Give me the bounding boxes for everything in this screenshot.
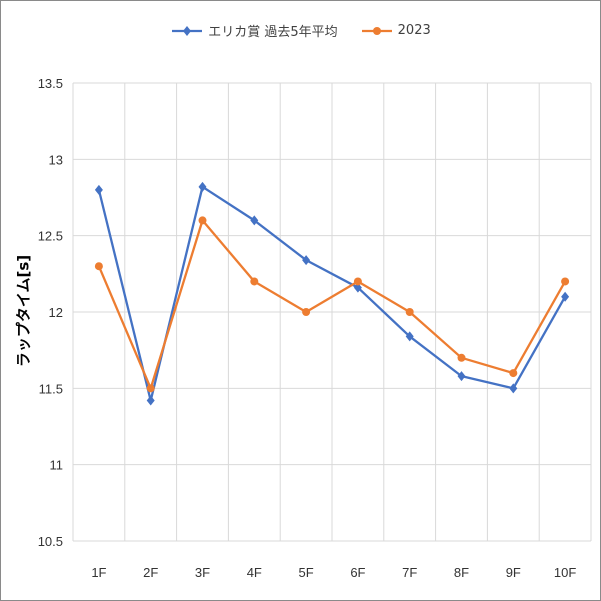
data-point-series-1	[250, 215, 259, 226]
data-point-series-1	[353, 282, 362, 293]
data-point-series-1	[405, 331, 414, 342]
y-tick-label: 11.5	[39, 381, 63, 396]
data-point-series-2	[353, 277, 362, 286]
y-tick-label: 13	[49, 152, 63, 167]
x-tick-label: 7F	[402, 565, 417, 580]
data-point-series-2	[198, 216, 207, 225]
x-tick-label: 6F	[350, 565, 365, 580]
legend-entry-series-1: エリカ賞 過去5年平均	[170, 21, 338, 40]
y-tick-label: 10.5	[38, 534, 63, 549]
data-point-series-1	[94, 184, 103, 195]
data-point-series-1	[302, 255, 311, 266]
x-tick-label: 5F	[299, 565, 314, 580]
legend: エリカ賞 過去5年平均 2023	[1, 21, 600, 40]
x-tick-label: 8F	[454, 565, 469, 580]
data-point-series-2	[457, 353, 466, 362]
y-tick-label: 12	[49, 305, 63, 320]
data-point-series-1	[198, 181, 207, 192]
data-point-series-1	[457, 371, 466, 382]
x-tick-label: 3F	[195, 565, 210, 580]
series-line-1	[97, 185, 567, 402]
data-point-series-2	[94, 262, 103, 271]
x-tick-label: 10F	[554, 565, 576, 580]
data-point-series-1	[146, 395, 155, 406]
data-point-series-2	[509, 369, 518, 378]
x-tick-label: 2F	[143, 565, 158, 580]
x-tick-label: 4F	[247, 565, 262, 580]
data-point-series-2	[405, 308, 414, 316]
series-line-2	[97, 219, 567, 390]
data-point-series-2	[302, 308, 311, 316]
legend-marker-circle	[361, 26, 392, 35]
data-point-series-2	[561, 277, 570, 286]
data-point-series-2	[250, 277, 259, 286]
legend-marker-diamond	[172, 25, 203, 36]
legend-label-series-1: エリカ賞 過去5年平均	[208, 25, 338, 40]
y-tick-label: 12.5	[38, 229, 63, 244]
legend-label-series-2: 2023	[397, 23, 431, 38]
y-tick-label: 13.5	[38, 76, 63, 91]
legend-entry-series-2: 2023	[360, 21, 431, 40]
y-tick-label: 11	[50, 458, 64, 473]
data-point-series-1	[561, 291, 570, 302]
data-point-series-2	[146, 384, 155, 393]
x-tick-label: 9F	[506, 565, 521, 580]
x-tick-label: 1F	[91, 565, 106, 580]
data-point-series-1	[509, 383, 518, 394]
